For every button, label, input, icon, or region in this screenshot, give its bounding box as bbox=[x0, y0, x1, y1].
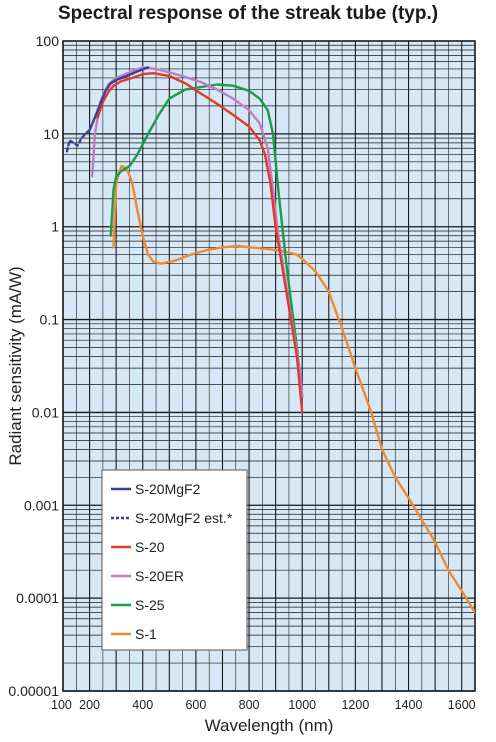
series-lines bbox=[65, 66, 475, 614]
series-line-s-20mgf2 bbox=[88, 66, 150, 132]
y-tick-label: 10 bbox=[43, 126, 59, 142]
x-tick-label: 100 bbox=[51, 698, 72, 712]
x-tick-label: 800 bbox=[239, 698, 260, 712]
legend-box bbox=[101, 469, 248, 651]
series-line-s-1 bbox=[112, 164, 475, 614]
x-axis-label: Wavelength (nm) bbox=[205, 716, 334, 735]
x-tick-label: 400 bbox=[132, 698, 153, 712]
x-tick-label: 200 bbox=[79, 698, 100, 712]
legend-label: S-1 bbox=[135, 626, 157, 642]
x-tick-label: 1200 bbox=[341, 698, 369, 712]
x-tick-labels: 100 200 400 600 800 1000 1200 1400 1600 bbox=[51, 698, 476, 712]
x-tick-label: 600 bbox=[185, 698, 206, 712]
legend-label: S-20MgF2 est.* bbox=[135, 510, 233, 526]
series-line-s-25 bbox=[109, 83, 304, 398]
x-tick-label: 1400 bbox=[395, 698, 423, 712]
legend-label: S-20ER bbox=[135, 568, 184, 584]
series-line-s-20mgf2-est bbox=[65, 128, 91, 153]
legend-label: S-25 bbox=[135, 597, 165, 613]
y-axis-label: Radiant sensitivity (mA/W) bbox=[6, 266, 25, 465]
x-tick-label: 1000 bbox=[288, 698, 316, 712]
legend: S-20MgF2 S-20MgF2 est.* S-20 S-20ER S-25 S-1 bbox=[101, 469, 248, 651]
y-tick-label: 0.001 bbox=[24, 497, 59, 513]
y-tick-label: 0.0001 bbox=[16, 590, 59, 606]
y-tick-label: 0.00001 bbox=[8, 683, 59, 699]
y-tick-labels: 100 10 1 0.1 0.01 0.001 0.0001 0.00001 bbox=[8, 33, 59, 699]
y-tick-label: 100 bbox=[36, 33, 60, 49]
chart-title: Spectral response of the streak tube (ty… bbox=[57, 3, 439, 24]
y-tick-label: 0.1 bbox=[40, 312, 60, 328]
y-tick-label: 0.01 bbox=[32, 404, 59, 420]
plot-frame bbox=[62, 40, 476, 692]
x-tick-label: 1600 bbox=[448, 698, 476, 712]
legend-label: S-20 bbox=[135, 539, 165, 555]
series-line-s-20 bbox=[96, 71, 304, 414]
legend-label: S-20MgF2 bbox=[135, 481, 201, 497]
y-tick-label: 1 bbox=[51, 219, 59, 235]
